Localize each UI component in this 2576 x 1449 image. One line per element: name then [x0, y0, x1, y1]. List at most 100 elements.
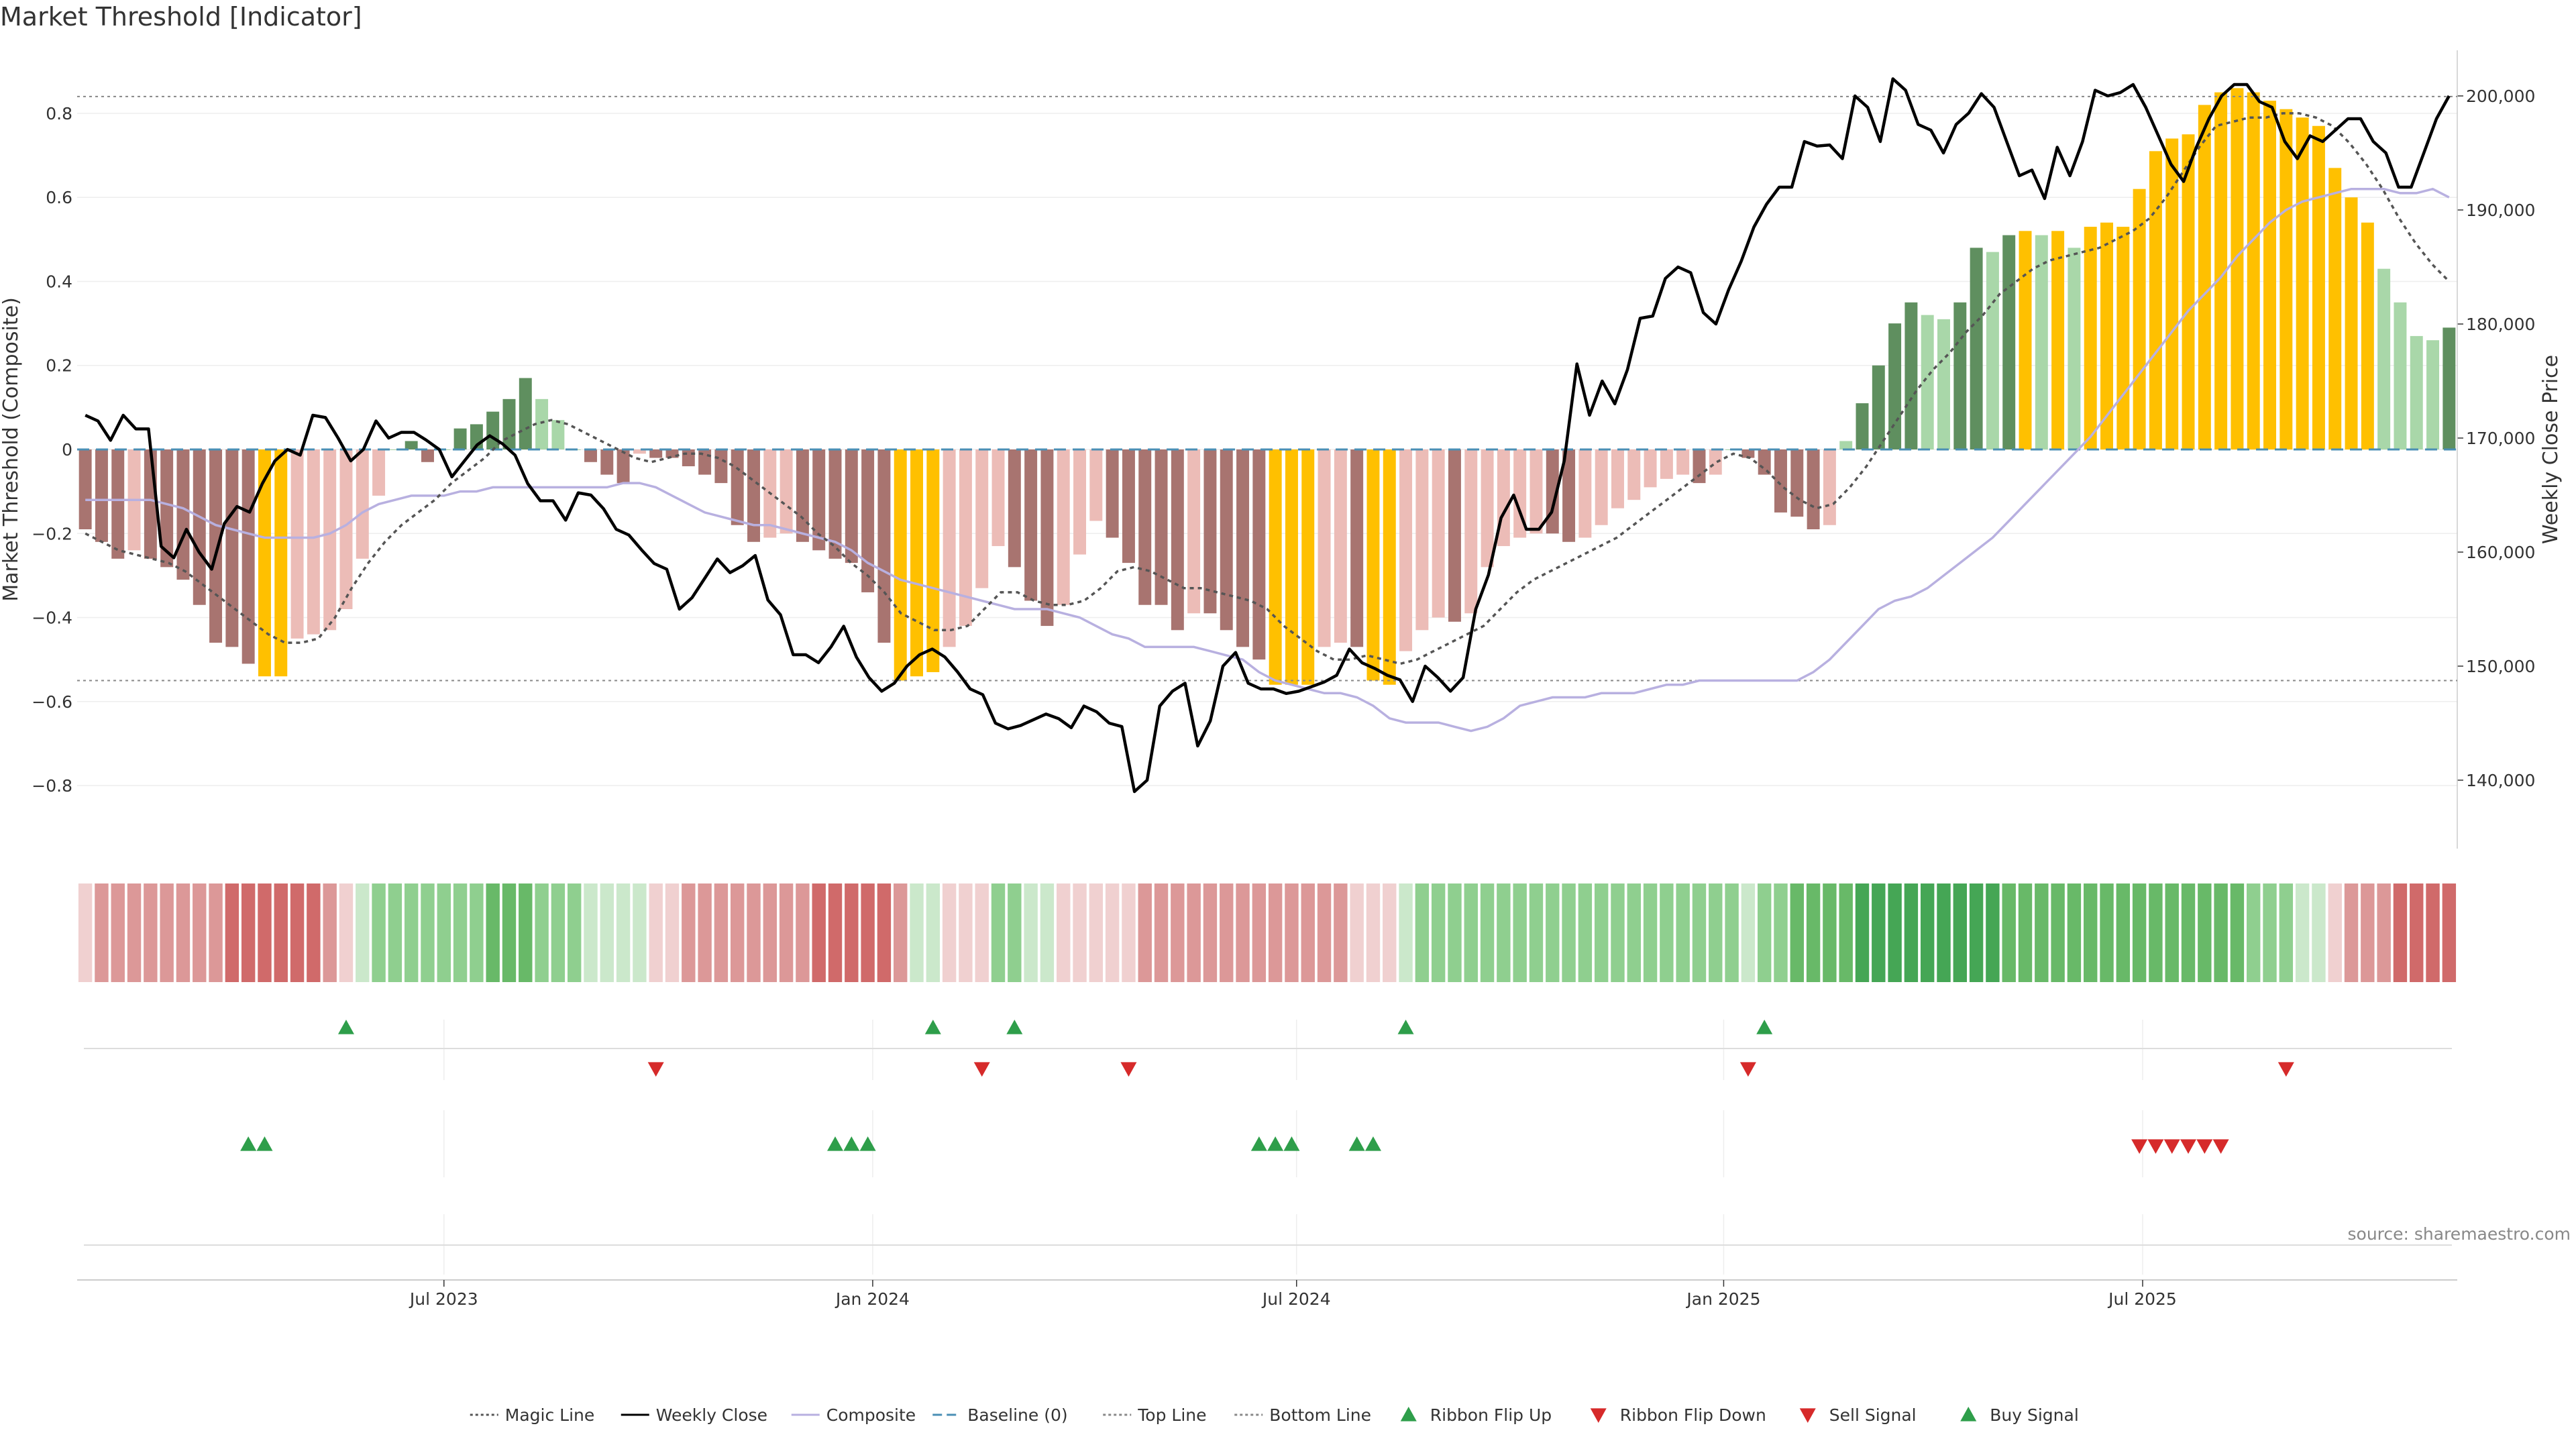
buy-signal-marker [240, 1136, 257, 1151]
ribbon-cell [339, 883, 354, 982]
composite-bar [1627, 449, 1641, 500]
composite-bar [2426, 340, 2440, 449]
chart-title: Market Threshold [Indicator] [0, 2, 362, 32]
composite-bar [2051, 231, 2065, 449]
legend-label: Weekly Close [656, 1405, 767, 1425]
composite-bar [1970, 248, 1983, 449]
ribbon-cell [926, 883, 941, 982]
composite-bar [1203, 449, 1217, 614]
weekly-close-line [85, 77, 2451, 794]
ribbon-cell [2442, 883, 2457, 982]
ribbon-cell [2100, 883, 2114, 982]
ribbon-cell [1073, 883, 1087, 982]
composite-bar [1937, 319, 1950, 449]
ribbon-cell [1806, 883, 1821, 982]
composite-bar [502, 398, 516, 449]
composite-bar [2002, 235, 2016, 449]
buy-signal-marker [1250, 1136, 1267, 1151]
ribbon-cell [241, 883, 256, 982]
composite-bar [1904, 302, 1918, 449]
ribbon-cell [1855, 883, 1870, 982]
composite-bar [1252, 449, 1266, 660]
left-tick-label: 0.8 [46, 104, 72, 123]
ribbon-cell [2426, 883, 2440, 982]
ribbon-cell [1888, 883, 1902, 982]
ribbon-cell [1399, 883, 1413, 982]
ribbon-cell [845, 883, 859, 982]
composite-bar [1155, 449, 1168, 605]
composite-bar [1709, 449, 1722, 475]
legend-swatch [1799, 1408, 1816, 1423]
composite-bar [144, 449, 157, 559]
ribbon-cell [584, 883, 598, 982]
left-tick-label: −0.8 [32, 776, 72, 796]
right-tick-label: 170,000 [2466, 429, 2535, 448]
composite-bar [274, 449, 288, 677]
right-tick-label: 190,000 [2466, 201, 2535, 220]
legend-label: Composite [826, 1405, 916, 1425]
ribbon-cell [421, 883, 435, 982]
composite-bar [2361, 222, 2374, 449]
x-tick-label: Jul 2023 [409, 1289, 478, 1309]
ribbon-cell [193, 883, 207, 982]
composite-bar [2231, 88, 2244, 450]
composite-bar [2084, 227, 2097, 449]
ribbon-panel [78, 883, 2457, 982]
composite-bar [584, 449, 597, 462]
composite-bar [225, 449, 239, 647]
ribbon-cell [258, 883, 272, 982]
ribbon-cell [1236, 883, 1250, 982]
legend-label: Bottom Line [1269, 1405, 1371, 1425]
ribbon-cell [877, 883, 892, 982]
right-tick-label: 180,000 [2466, 315, 2535, 334]
ribbon-cell [453, 883, 468, 982]
ribbon-cell [796, 883, 810, 982]
ribbon-cell [2002, 883, 2016, 982]
composite-bar [1138, 449, 1152, 605]
ribbon-cell [323, 883, 337, 982]
composite-line [85, 187, 2450, 733]
composite-bar [519, 378, 532, 449]
sell-signal-marker [2131, 1139, 2148, 1154]
composite-bar [535, 398, 549, 449]
buy-signal-marker [1348, 1136, 1365, 1151]
composite-bar [1481, 449, 1494, 568]
ribbon-cell [861, 883, 875, 982]
composite-bar [2068, 248, 2081, 449]
ribbon-cell [1171, 883, 1185, 982]
composite-bar [616, 449, 630, 484]
composite-bar [926, 449, 940, 672]
ribbon-cell [1692, 883, 1707, 982]
ribbon-cell [225, 883, 239, 982]
ribbon-cell [1611, 883, 1625, 982]
composite-bar [747, 449, 760, 542]
composite-bar [1399, 449, 1413, 651]
buy-signal-marker [1283, 1136, 1300, 1151]
composite-bar [600, 449, 614, 475]
composite-bar [1220, 449, 1233, 631]
ribbon-cell [1529, 883, 1544, 982]
ribbon-cell [1301, 883, 1315, 982]
legend-label: Baseline (0) [967, 1405, 1067, 1425]
ribbon-cell [1643, 883, 1658, 982]
composite-bar [160, 449, 174, 568]
ribbon-cell [2018, 883, 2033, 982]
left-tick-label: −0.6 [32, 692, 72, 712]
ribbon-cell [1480, 883, 1495, 982]
ribbon-cell [2328, 883, 2342, 982]
ribbon-cell [1546, 883, 1560, 982]
ribbon-cell [1497, 883, 1511, 982]
composite-bar [323, 449, 337, 631]
ribbon-cell [1578, 883, 1593, 982]
ribbon-cell [2067, 883, 2082, 982]
ribbon-flip-up-marker [924, 1020, 941, 1034]
ribbon-cell [111, 883, 125, 982]
legend-item: Bottom Line [1234, 1405, 1371, 1425]
composite-bar [111, 449, 125, 559]
buy-signal-marker [1267, 1136, 1284, 1151]
ribbon-cell [1839, 883, 1853, 982]
composite-bar [372, 449, 386, 496]
ribbon-flip-panel [84, 1020, 2452, 1080]
ribbon-flip-up-marker [1006, 1020, 1023, 1034]
